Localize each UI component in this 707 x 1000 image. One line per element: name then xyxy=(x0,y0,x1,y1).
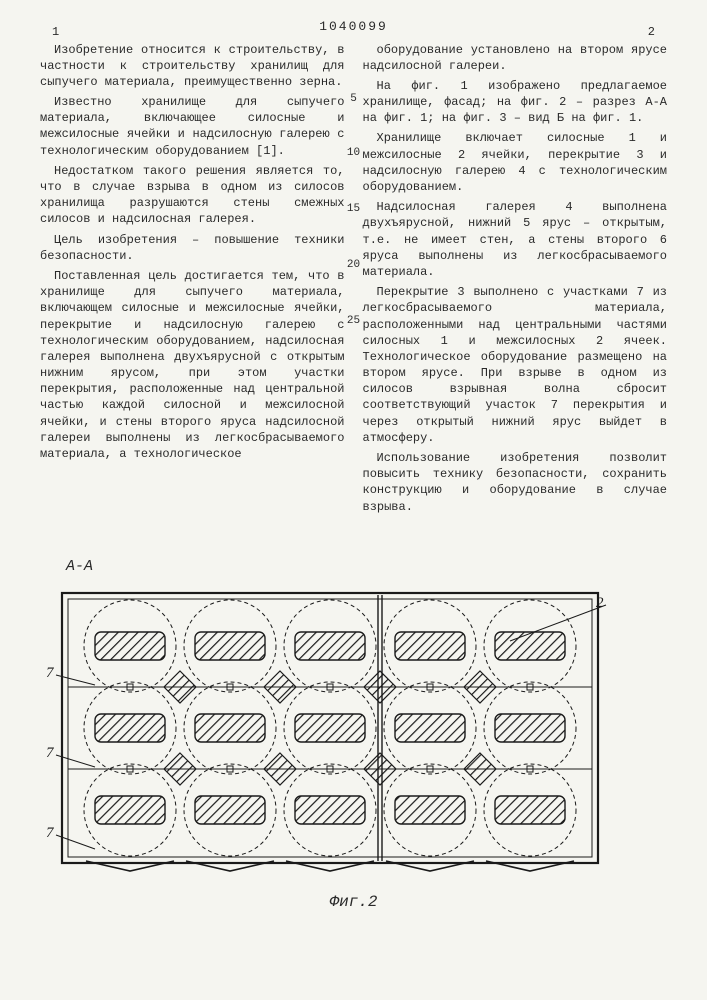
column-number-left: 1 xyxy=(52,24,59,40)
line-number: 5 xyxy=(350,92,357,107)
figure-caption: Фиг.2 xyxy=(40,892,667,914)
doc-number: 1040099 xyxy=(40,18,667,36)
paragraph: Недостатком такого решения является то, … xyxy=(40,163,345,228)
paragraph: Перекрытие 3 выполнено с участками 7 из … xyxy=(363,284,668,446)
column-right: 2 оборудование установлено на втором яру… xyxy=(363,42,668,519)
paragraph: На фиг. 1 изображено предлагаемое хранил… xyxy=(363,78,668,127)
figure-svg: 2 7 7 7 xyxy=(40,581,620,886)
svg-text:7: 7 xyxy=(46,665,55,681)
paragraph: Известно хранилище для сыпучего материал… xyxy=(40,94,345,159)
figure-2: А-А 2 7 7 7 Фиг.2 xyxy=(40,557,667,914)
svg-text:7: 7 xyxy=(46,745,55,761)
paragraph: Использование изобретения позволит повыс… xyxy=(363,450,668,515)
paragraph: Поставленная цель достигается тем, что в… xyxy=(40,268,345,462)
line-number: 25 xyxy=(347,314,360,329)
paragraph: Надсилосная галерея 4 выполнена двухъяру… xyxy=(363,199,668,280)
svg-text:2: 2 xyxy=(596,595,604,611)
svg-text:7: 7 xyxy=(46,825,55,841)
line-number: 15 xyxy=(347,202,360,217)
column-number-right: 2 xyxy=(648,24,655,40)
text-columns: 5 10 15 20 25 1 Изобретение относится к … xyxy=(40,42,667,519)
paragraph: Хранилище включает силосные 1 и межсилос… xyxy=(363,130,668,195)
paragraph: оборудование установлено на втором ярусе… xyxy=(363,42,668,74)
section-label: А-А xyxy=(66,557,667,577)
paragraph: Изобретение относится к строительству, в… xyxy=(40,42,345,91)
line-number: 20 xyxy=(347,258,360,273)
paragraph: Цель изобретения – повышение техники без… xyxy=(40,232,345,264)
patent-page: 1040099 5 10 15 20 25 1 Изобретение отно… xyxy=(40,18,667,914)
line-number: 10 xyxy=(347,146,360,161)
column-left: 1 Изобретение относится к строительству,… xyxy=(40,42,345,519)
